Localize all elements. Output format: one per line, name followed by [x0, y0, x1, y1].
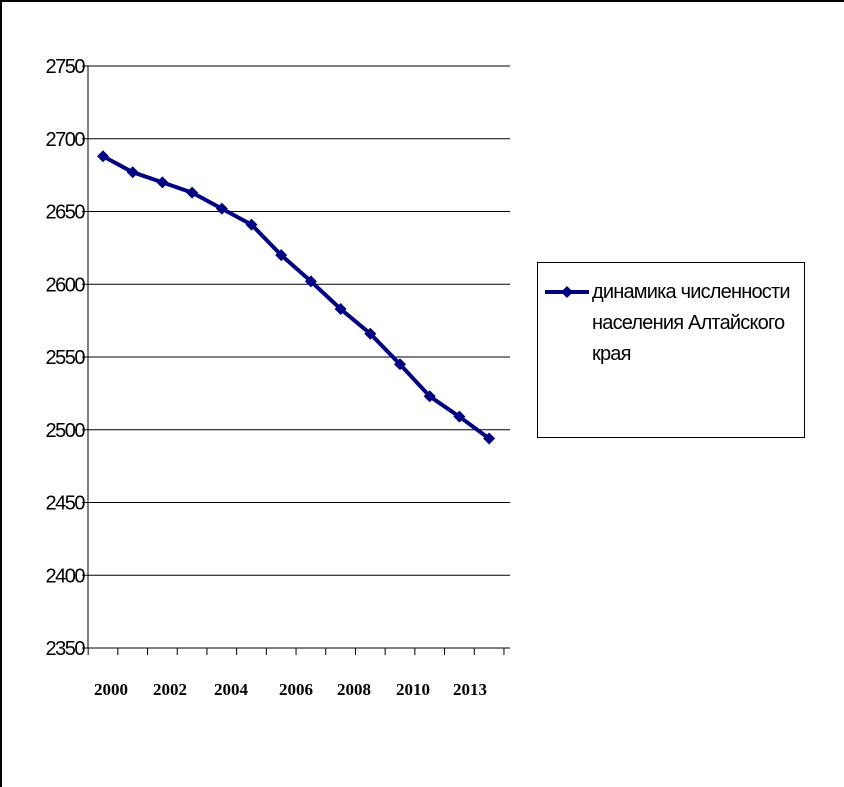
- series-group: [97, 150, 496, 445]
- data-point: [126, 166, 139, 179]
- y-tick-label: 2600: [46, 274, 86, 296]
- x-tick-label: 2004: [214, 680, 249, 699]
- data-point: [156, 176, 169, 189]
- gridlines: [88, 65, 510, 576]
- legend-label: динамика численности населения Алтайског…: [592, 281, 791, 365]
- y-tick-label: 2750: [46, 56, 86, 78]
- data-point: [364, 327, 377, 340]
- y-tick-label: 2450: [46, 493, 86, 515]
- legend-swatch: [545, 286, 589, 298]
- data-point: [304, 275, 317, 288]
- x-tick-label: 2008: [337, 680, 371, 699]
- legend: динамика численности населения Алтайског…: [537, 262, 805, 438]
- series-line: [102, 154, 491, 441]
- data-point: [394, 358, 406, 371]
- x-tick-label: 2000: [94, 680, 128, 699]
- y-axis-ticks: 2350 2400 2450 2500 2550 2600 2650 2700 2750: [46, 56, 88, 660]
- data-point: [275, 249, 288, 262]
- x-tick-label: 2006: [279, 680, 313, 699]
- y-tick-label: 2550: [46, 347, 86, 369]
- x-tick-label: 2002: [153, 680, 187, 699]
- data-point: [453, 410, 466, 423]
- x-tick-label: 2010: [396, 680, 430, 699]
- x-axis-ticks: 2000 2002 2004 2006 2008 2010 2013: [87, 648, 505, 699]
- x-tick-label: 2013: [453, 680, 487, 699]
- y-tick-label: 2650: [46, 202, 86, 224]
- data-point: [215, 202, 228, 215]
- y-tick-label: 2350: [46, 638, 86, 660]
- y-tick-label: 2500: [46, 420, 86, 442]
- y-tick-label: 2700: [46, 129, 86, 151]
- data-point: [483, 432, 496, 445]
- data-point: [186, 186, 199, 199]
- data-point: [423, 390, 436, 403]
- y-tick-label: 2400: [46, 565, 86, 587]
- data-point: [97, 150, 109, 163]
- data-point: [334, 302, 347, 315]
- data-point: [245, 218, 258, 231]
